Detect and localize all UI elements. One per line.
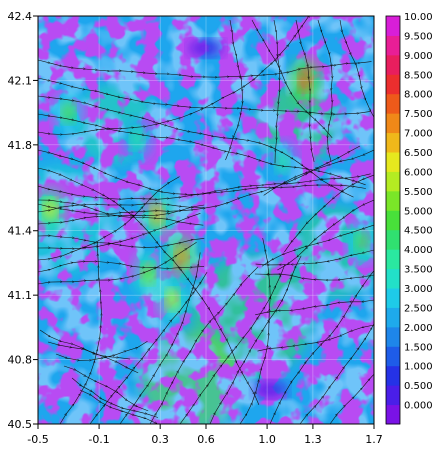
colorbar-label: 6.000	[404, 167, 433, 178]
y-tick-label: 40.5	[8, 418, 33, 431]
y-tick-label: 41.8	[8, 139, 33, 152]
colorbar-swatch	[386, 113, 400, 134]
streamline	[254, 274, 374, 280]
hotspot	[140, 262, 155, 285]
plot-area	[38, 16, 374, 424]
y-axis: 40.5 40.8 41.1 41.4 41.8 42.1 42.4	[8, 10, 38, 431]
colorbar-label: 9.500	[404, 31, 433, 42]
streamline	[257, 324, 374, 352]
colorbar-swatch	[386, 326, 400, 347]
streamline	[255, 299, 374, 316]
y-tick-label: 40.8	[8, 354, 33, 367]
streamline	[225, 19, 243, 161]
colorbar-swatch	[386, 288, 400, 308]
colorbar-label: 6.500	[404, 148, 433, 159]
colorbar-label: 1.000	[404, 362, 433, 373]
streamline	[255, 249, 374, 265]
colorbar-label: 2.500	[404, 303, 433, 314]
hotspot	[252, 380, 289, 399]
x-tick-label: 0.3	[151, 433, 169, 446]
colorbar-swatch	[386, 93, 400, 114]
streamlines	[38, 16, 374, 424]
colorbar-swatch	[386, 249, 400, 270]
colorbar-swatch	[386, 307, 400, 328]
colorbar-label: 7.500	[404, 109, 433, 120]
colorbar-swatch	[386, 210, 400, 231]
streamline	[79, 389, 159, 424]
x-axis: -0.5 -0.1 0.3 0.6 1.0 1.3 1.7	[27, 424, 383, 446]
colorbar-swatch	[386, 54, 400, 75]
y-tick-label: 41.1	[8, 289, 33, 302]
colorbar-label: 1.500	[404, 342, 433, 353]
hotspot	[354, 230, 369, 253]
colorbar-swatch	[386, 171, 400, 192]
streamline	[295, 19, 315, 162]
colorbar-label: 3.500	[404, 265, 433, 276]
colorbar-label: 4.500	[404, 226, 433, 237]
x-tick-label: 1.7	[365, 433, 383, 446]
hotspot	[130, 127, 145, 150]
y-tick-label: 41.4	[8, 225, 33, 238]
colorbar-swatch	[386, 365, 400, 386]
colorbar-swatch	[386, 152, 400, 172]
x-tick-label: 1.0	[258, 433, 276, 446]
colorbar-label: 3.000	[404, 284, 433, 295]
x-tick-label: 1.3	[304, 433, 322, 446]
colorbar-swatch	[386, 346, 400, 367]
colorbar-swatch	[386, 35, 400, 56]
colorbar-label: 8.500	[404, 70, 433, 81]
colorbar-swatch	[386, 74, 400, 95]
streamline	[329, 301, 374, 424]
hotspot	[150, 204, 165, 227]
colorbar-label: 10.00	[404, 12, 433, 23]
colorbar-label: 0.500	[404, 381, 433, 392]
streamline	[263, 149, 374, 196]
x-tick-label: -0.1	[88, 433, 109, 446]
colorbar-label: 9.000	[404, 51, 433, 62]
colorbar-label: 2.000	[404, 323, 433, 334]
streamline	[339, 19, 374, 154]
colorbar-label: 5.000	[404, 206, 433, 217]
colorbar-swatch	[386, 268, 400, 289]
colorbar-swatch	[386, 190, 400, 211]
y-tick-label: 42.4	[8, 10, 33, 23]
colorbar-swatch	[386, 229, 400, 250]
streamline	[251, 19, 333, 138]
colorbar-swatch	[386, 132, 400, 153]
colorbar-label: 7.000	[404, 129, 433, 140]
streamline	[55, 341, 148, 360]
x-tick-label: -0.5	[27, 433, 48, 446]
hotspot	[275, 151, 290, 174]
hotspot	[165, 288, 180, 311]
colorbar-swatch	[386, 385, 400, 406]
x-tick-label: 0.6	[197, 433, 215, 446]
colorbar-swatch	[386, 404, 400, 425]
streamline	[273, 19, 280, 164]
streamline	[317, 19, 332, 162]
colorbar-frame	[385, 15, 401, 425]
colorbar-label: 5.500	[404, 187, 433, 198]
colorbar-label: 8.000	[404, 90, 433, 101]
colorbar-swatch	[386, 16, 400, 36]
hotspot	[43, 198, 58, 221]
colorbar-label: 0.000	[404, 401, 433, 412]
colorbar-label: 4.000	[404, 245, 433, 256]
colorbar: 0.000 0.500 1.000 1.500 2.000 2.500 3.000 3.500…	[385, 12, 433, 425]
y-tick-label: 42.1	[8, 74, 33, 87]
